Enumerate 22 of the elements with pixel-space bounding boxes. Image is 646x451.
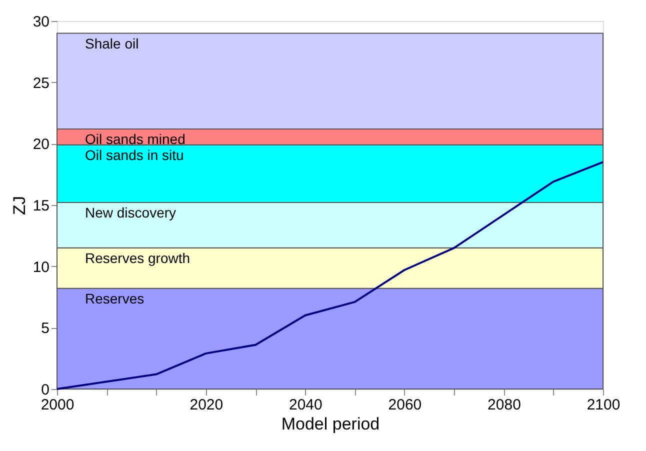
y-tick-label: 10 xyxy=(32,258,50,276)
x-tick-label: 2020 xyxy=(190,396,224,414)
x-axis-title: Model period xyxy=(281,414,380,434)
y-tick-label: 25 xyxy=(32,74,50,92)
x-tick-label: 2060 xyxy=(388,396,422,414)
y-tick-label: 20 xyxy=(32,136,50,154)
band-label: Reserves xyxy=(85,290,144,306)
band-label: Shale oil xyxy=(85,35,139,52)
y-tick-label: 5 xyxy=(41,320,50,338)
band-label: Oil sands in situ xyxy=(85,146,184,163)
x-tick-label: 2000 xyxy=(40,396,74,414)
y-tick-label: 30 xyxy=(32,14,50,30)
y-axis-title: ZJ xyxy=(10,196,29,215)
y-tick-label: 15 xyxy=(32,198,50,214)
band-label: New discovery xyxy=(85,204,176,221)
x-tick-label: 2040 xyxy=(288,396,322,414)
y-tick-label: 0 xyxy=(41,382,50,398)
band-label: Reserves growth xyxy=(85,250,190,266)
x-tick-label: 2100 xyxy=(586,396,620,414)
line-series xyxy=(56,161,604,390)
band-label: Oil sands mined xyxy=(85,130,186,147)
x-tick-label: 2080 xyxy=(488,396,521,414)
